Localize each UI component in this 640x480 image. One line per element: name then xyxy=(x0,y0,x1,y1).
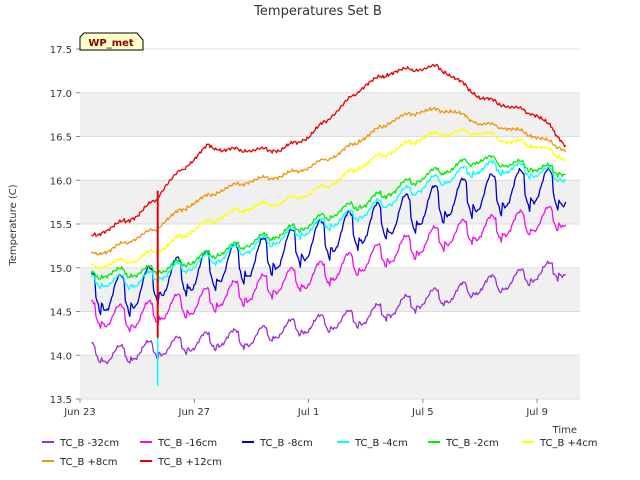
y-tick-label: 17.5 xyxy=(50,45,72,56)
legend-label: TC_B -8cm xyxy=(259,438,313,449)
legend-label: TC_B -4cm xyxy=(354,438,408,449)
x-axis-title: Time xyxy=(552,425,577,436)
legend-label: TC_B +12cm xyxy=(157,457,222,468)
grid-band xyxy=(80,92,580,137)
x-tick-label: Jun 23 xyxy=(63,407,96,418)
legend-label: TC_B +4cm xyxy=(539,438,598,449)
station-badge-shape xyxy=(79,32,144,51)
series-line xyxy=(90,205,567,333)
series-line xyxy=(90,128,567,270)
station-badge: WP_met xyxy=(79,32,144,51)
legend-label: TC_B +8cm xyxy=(59,457,118,468)
y-tick-label: 15.5 xyxy=(50,220,72,231)
x-tick-label: Jul 1 xyxy=(297,407,320,418)
y-tick-label: 14.5 xyxy=(50,308,72,319)
x-tick-label: Jul 5 xyxy=(411,407,434,418)
y-tick-label: 15.0 xyxy=(50,264,72,275)
legend-label: TC_B -16cm xyxy=(157,438,217,449)
series-line xyxy=(90,154,566,280)
station-badge-label: WP_met xyxy=(88,38,134,49)
chart-title: Temperatures Set B xyxy=(253,4,382,19)
y-axis-title: Temperature (C) xyxy=(8,184,19,266)
series-line xyxy=(91,260,567,365)
legend: TC_B -32cm TC_B -16cm TC_B -8cm TC_B -4cm TC… xyxy=(42,438,598,468)
series-line xyxy=(90,160,567,290)
series-line xyxy=(91,63,567,237)
x-tick-label: Jun 27 xyxy=(178,407,211,418)
grid-band xyxy=(80,355,580,399)
series-layer xyxy=(90,63,567,386)
y-tick-label: 16.0 xyxy=(50,176,72,187)
x-tick-label: Jul 9 xyxy=(525,407,548,418)
y-tick-label: 13.5 xyxy=(50,395,72,406)
legend-label: TC_B -2cm xyxy=(445,438,499,449)
legend-label: TC_B -32cm xyxy=(59,438,119,449)
series-line xyxy=(90,167,567,318)
y-tick-label: 17.0 xyxy=(50,89,72,100)
y-tick-label: 14.0 xyxy=(50,351,72,362)
series-line xyxy=(90,106,567,256)
y-tick-label: 16.5 xyxy=(50,133,72,144)
grid-band xyxy=(80,267,580,312)
axes-layer: 13.5 14.0 14.5 15.0 15.5 16.0 16.5 17.0 17.5 Jun … xyxy=(50,45,548,418)
